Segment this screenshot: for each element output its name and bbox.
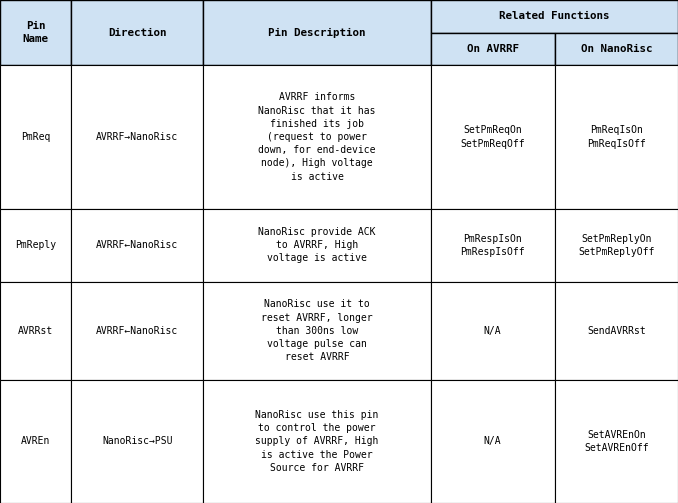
Bar — [431, 65, 555, 209]
Text: PmRespIsOn
PmRespIsOff: PmRespIsOn PmRespIsOff — [460, 233, 525, 257]
Bar — [0, 380, 71, 503]
Bar — [71, 282, 203, 380]
Bar — [431, 380, 555, 503]
Text: AVRRF←NanoRisc: AVRRF←NanoRisc — [96, 326, 178, 336]
Text: N/A: N/A — [484, 437, 501, 446]
Bar — [431, 282, 555, 380]
Bar — [555, 65, 678, 209]
Bar — [0, 65, 71, 209]
Text: AVRRst: AVRRst — [18, 326, 53, 336]
Bar — [555, 33, 678, 65]
Text: SendAVRRst: SendAVRRst — [587, 326, 645, 336]
Bar — [71, 0, 203, 65]
Text: On AVRRF: On AVRRF — [466, 44, 519, 54]
Text: PmReq: PmReq — [21, 132, 50, 142]
Bar — [555, 209, 678, 282]
Bar — [0, 0, 71, 65]
Bar — [0, 209, 71, 282]
Text: NanoRisc use it to
reset AVRRF, longer
than 300ns low
voltage pulse can
reset AV: NanoRisc use it to reset AVRRF, longer t… — [261, 299, 373, 362]
Bar — [71, 380, 203, 503]
Bar — [431, 0, 678, 33]
Bar — [0, 282, 71, 380]
Text: SetPmReplyOn
SetPmReplyOff: SetPmReplyOn SetPmReplyOff — [578, 233, 654, 257]
Text: AVRRF informs
NanoRisc that it has
finished its job
(request to power
down, for : AVRRF informs NanoRisc that it has finis… — [258, 93, 376, 182]
Text: NanoRisc provide ACK
to AVRRF, High
voltage is active: NanoRisc provide ACK to AVRRF, High volt… — [258, 227, 376, 264]
Bar — [203, 65, 431, 209]
Text: NanoRisc→PSU: NanoRisc→PSU — [102, 437, 172, 446]
Text: NanoRisc use this pin
to control the power
supply of AVRRF, High
is active the P: NanoRisc use this pin to control the pow… — [256, 410, 378, 473]
Bar — [203, 209, 431, 282]
Bar — [203, 0, 431, 65]
Text: Pin
Name: Pin Name — [22, 21, 49, 44]
Text: PmReply: PmReply — [15, 240, 56, 250]
Bar — [203, 282, 431, 380]
Bar — [431, 209, 555, 282]
Text: On NanoRisc: On NanoRisc — [580, 44, 652, 54]
Bar — [71, 65, 203, 209]
Text: AVRRF←NanoRisc: AVRRF←NanoRisc — [96, 240, 178, 250]
Text: AVREn: AVREn — [21, 437, 50, 446]
Bar — [431, 33, 555, 65]
Text: N/A: N/A — [484, 326, 501, 336]
Bar — [71, 209, 203, 282]
Bar — [555, 282, 678, 380]
Text: AVRRF→NanoRisc: AVRRF→NanoRisc — [96, 132, 178, 142]
Bar — [555, 380, 678, 503]
Text: SetPmReqOn
SetPmReqOff: SetPmReqOn SetPmReqOff — [460, 125, 525, 149]
Text: SetAVREnOn
SetAVREnOff: SetAVREnOn SetAVREnOff — [584, 430, 649, 453]
Text: Pin Description: Pin Description — [268, 28, 365, 38]
Text: Direction: Direction — [108, 28, 167, 38]
Bar — [203, 380, 431, 503]
Text: PmReqIsOn
PmReqIsOff: PmReqIsOn PmReqIsOff — [587, 125, 645, 149]
Text: Related Functions: Related Functions — [499, 12, 610, 21]
